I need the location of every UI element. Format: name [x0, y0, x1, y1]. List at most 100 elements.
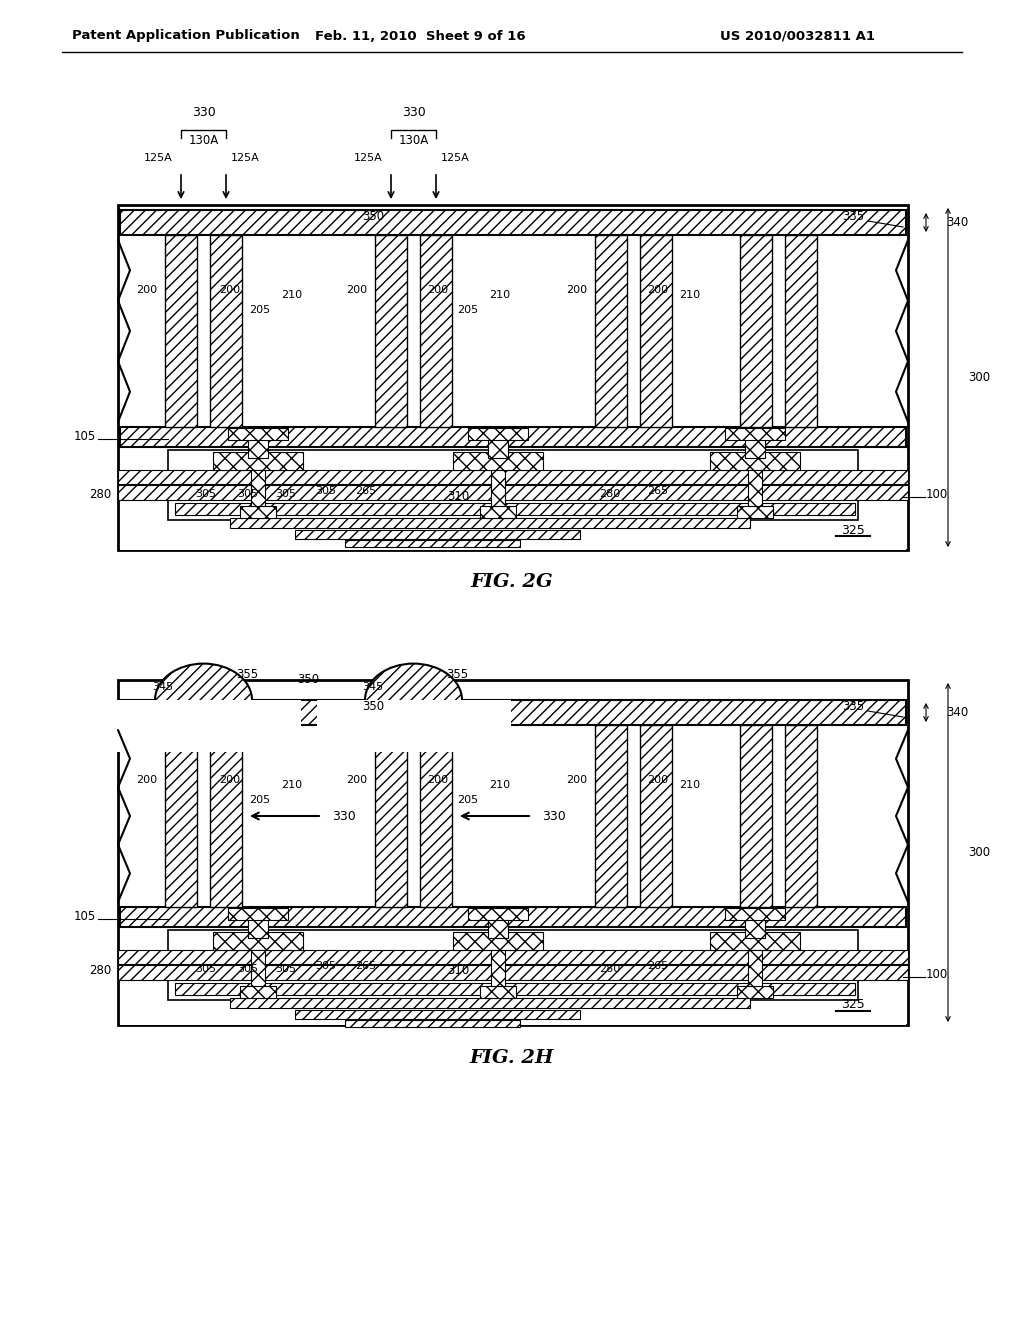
Text: 310: 310 [446, 965, 469, 978]
Bar [210, 235, 242, 426]
Text: 210: 210 [680, 290, 700, 300]
Bar [295, 531, 580, 539]
Bar [210, 725, 242, 907]
Bar [480, 506, 516, 517]
Text: 130A: 130A [188, 133, 219, 147]
Bar [748, 470, 762, 515]
Text: 340: 340 [946, 706, 969, 719]
Bar [120, 907, 906, 927]
Text: 345: 345 [153, 682, 173, 692]
Text: 200: 200 [219, 285, 241, 294]
Bar [213, 451, 303, 470]
Bar [228, 908, 288, 920]
Bar [120, 447, 906, 550]
Bar [118, 965, 908, 979]
Text: 335: 335 [842, 701, 864, 714]
Text: 345: 345 [362, 682, 384, 692]
Text: 205: 205 [250, 305, 270, 315]
Text: 200: 200 [136, 285, 158, 294]
Text: 310: 310 [446, 490, 469, 503]
Bar [595, 725, 627, 907]
Bar [118, 680, 908, 1026]
Bar [468, 908, 528, 920]
Bar [165, 725, 197, 907]
Text: 305: 305 [238, 488, 258, 499]
Text: 105: 105 [74, 911, 96, 924]
Text: 265: 265 [647, 961, 669, 972]
Text: 200: 200 [566, 775, 588, 785]
Bar [118, 950, 908, 964]
Bar [165, 235, 197, 426]
Text: 200: 200 [566, 285, 588, 294]
Text: 105: 105 [74, 430, 96, 444]
Bar [725, 428, 785, 440]
Text: 210: 210 [282, 290, 302, 300]
Bar [230, 998, 750, 1008]
Text: 200: 200 [219, 775, 241, 785]
Text: 300: 300 [968, 371, 990, 384]
Text: 305: 305 [196, 964, 216, 974]
Bar [168, 450, 858, 520]
Text: 200: 200 [647, 775, 669, 785]
Text: 200: 200 [136, 775, 158, 785]
Text: 200: 200 [346, 285, 368, 294]
Text: 350: 350 [361, 701, 384, 714]
Bar [420, 235, 452, 426]
Bar [120, 725, 906, 907]
Bar [745, 436, 765, 458]
Bar [453, 932, 543, 950]
Text: 340: 340 [946, 216, 969, 228]
Bar [120, 235, 906, 426]
Bar [118, 484, 908, 500]
Text: 210: 210 [489, 780, 511, 789]
Text: 200: 200 [346, 775, 368, 785]
Text: 280: 280 [599, 964, 621, 974]
Bar [468, 428, 528, 440]
Text: 350: 350 [361, 210, 384, 223]
Text: 305: 305 [315, 486, 337, 496]
Text: 205: 205 [458, 795, 478, 805]
Bar [240, 506, 276, 517]
Text: 280: 280 [89, 964, 112, 977]
Bar [295, 1010, 580, 1019]
Bar [120, 927, 906, 1026]
Bar [785, 725, 817, 907]
Bar [710, 932, 800, 950]
Bar [420, 725, 452, 907]
Text: Feb. 11, 2010  Sheet 9 of 16: Feb. 11, 2010 Sheet 9 of 16 [314, 29, 525, 42]
Text: FIG. 2H: FIG. 2H [470, 1049, 554, 1067]
Bar [595, 235, 627, 426]
Text: 265: 265 [647, 486, 669, 496]
Text: US 2010/0032811 A1: US 2010/0032811 A1 [720, 29, 874, 42]
Bar [640, 725, 672, 907]
Bar [345, 540, 520, 546]
Bar [740, 725, 772, 907]
Bar [175, 503, 855, 515]
Bar [640, 235, 672, 426]
Ellipse shape [365, 664, 462, 737]
Bar [490, 470, 505, 515]
Bar [375, 725, 407, 907]
Text: 300: 300 [968, 846, 990, 859]
Text: 210: 210 [489, 290, 511, 300]
Text: Patent Application Publication: Patent Application Publication [72, 29, 300, 42]
Bar [120, 210, 906, 235]
Text: 305: 305 [238, 964, 258, 974]
Text: 100: 100 [926, 969, 948, 982]
Text: 210: 210 [282, 780, 302, 789]
Bar [740, 235, 772, 426]
Bar [120, 426, 906, 447]
Text: 330: 330 [542, 809, 565, 822]
Text: 125A: 125A [441, 153, 470, 162]
Bar [316, 700, 511, 752]
Bar [251, 950, 265, 995]
Text: 355: 355 [445, 668, 468, 681]
Bar [737, 986, 773, 998]
Text: 125A: 125A [144, 153, 173, 162]
Bar [710, 451, 800, 470]
Bar [453, 451, 543, 470]
Bar [118, 205, 908, 550]
Text: 265: 265 [355, 961, 377, 972]
Bar [230, 517, 750, 528]
Text: 280: 280 [599, 488, 621, 499]
